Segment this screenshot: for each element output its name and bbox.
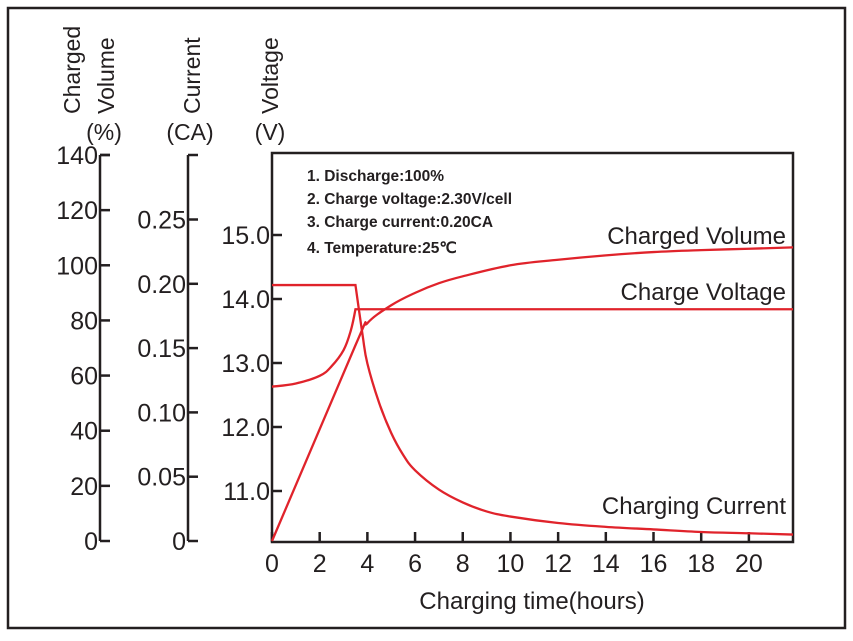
note-4: 4. Temperature:25℃	[307, 240, 457, 257]
axis-unit-current: (CA)	[166, 119, 213, 145]
y-tick-label-volume: 40	[70, 418, 98, 446]
y-tick-label-voltage: 14.0	[221, 286, 270, 314]
note-1: 1. Discharge:100%	[307, 168, 444, 185]
y-tick-label-current: 0.20	[137, 271, 186, 299]
y-tick-label-voltage: 13.0	[221, 350, 270, 378]
y-tick-label-volume: 140	[56, 142, 98, 170]
x-tick-label: 16	[640, 550, 668, 578]
y-tick-label-current: 0.05	[137, 464, 186, 492]
axis-title-voltage-line1: Voltage	[257, 37, 283, 114]
y-tick-label-current: 0	[172, 528, 186, 556]
series-line-charge-voltage	[271, 308, 793, 388]
plot-frame	[270, 151, 795, 544]
axis-title-volume-line2: Volume	[93, 37, 119, 114]
y-tick-label-voltage: 15.0	[221, 222, 270, 250]
y-tick-label-voltage: 12.0	[221, 414, 270, 442]
axis-unit-volume: (%)	[86, 119, 122, 145]
note-2: 2. Charge voltage:2.30V/cell	[307, 191, 512, 208]
series-line-charged-volume	[270, 246, 794, 542]
x-tick-label: 18	[687, 550, 715, 578]
axis-title-current: Current (CA)	[166, 37, 213, 145]
y-tick-label-volume: 120	[56, 197, 98, 225]
y-tick-label-current: 0.10	[137, 399, 186, 427]
y-tick-label-voltage: 11.0	[223, 478, 270, 506]
x-tick-label: 4	[360, 550, 374, 578]
x-tick-label: 8	[456, 550, 470, 578]
note-3: 3. Charge current:0.20CA	[307, 214, 493, 231]
conditions-notes: 1. Discharge:100% 2. Charge voltage:2.30…	[307, 168, 512, 257]
y-tick-label-current: 0.15	[137, 335, 186, 363]
axes: 02040608010012014000.050.100.150.200.251…	[56, 142, 763, 578]
y-tick-label-volume: 100	[56, 252, 98, 280]
label-charged-volume: Charged Volume	[607, 223, 786, 250]
label-charge-voltage: Charge Voltage	[621, 279, 786, 306]
x-tick-label: 20	[735, 550, 763, 578]
label-charging-current: Charging Current	[602, 493, 786, 520]
x-tick-label: 6	[408, 550, 422, 578]
outer-frame	[6, 6, 847, 630]
axis-title-volume-line1: Charged	[59, 26, 85, 114]
axis-title-voltage: Voltage (V)	[255, 37, 286, 145]
series-group	[270, 246, 794, 542]
y-tick-label-volume: 0	[84, 528, 98, 556]
y-tick-label-current: 0.25	[137, 207, 186, 235]
x-tick-label: 2	[313, 550, 327, 578]
y-tick-label-volume: 60	[70, 363, 98, 391]
x-tick-label: 10	[497, 550, 525, 578]
series-line-charging-current	[272, 283, 794, 536]
x-tick-label: 14	[592, 550, 620, 578]
x-axis-label: Charging time(hours)	[419, 588, 644, 615]
y-tick-label-volume: 80	[70, 307, 98, 335]
axis-unit-voltage: (V)	[255, 119, 286, 145]
x-tick-label: 12	[544, 550, 572, 578]
y-tick-label-volume: 20	[70, 473, 98, 501]
axis-title-current-line1: Current	[179, 37, 205, 114]
axis-title-volume: Charged Volume (%)	[59, 26, 122, 145]
x-tick-label: 0	[265, 550, 279, 578]
